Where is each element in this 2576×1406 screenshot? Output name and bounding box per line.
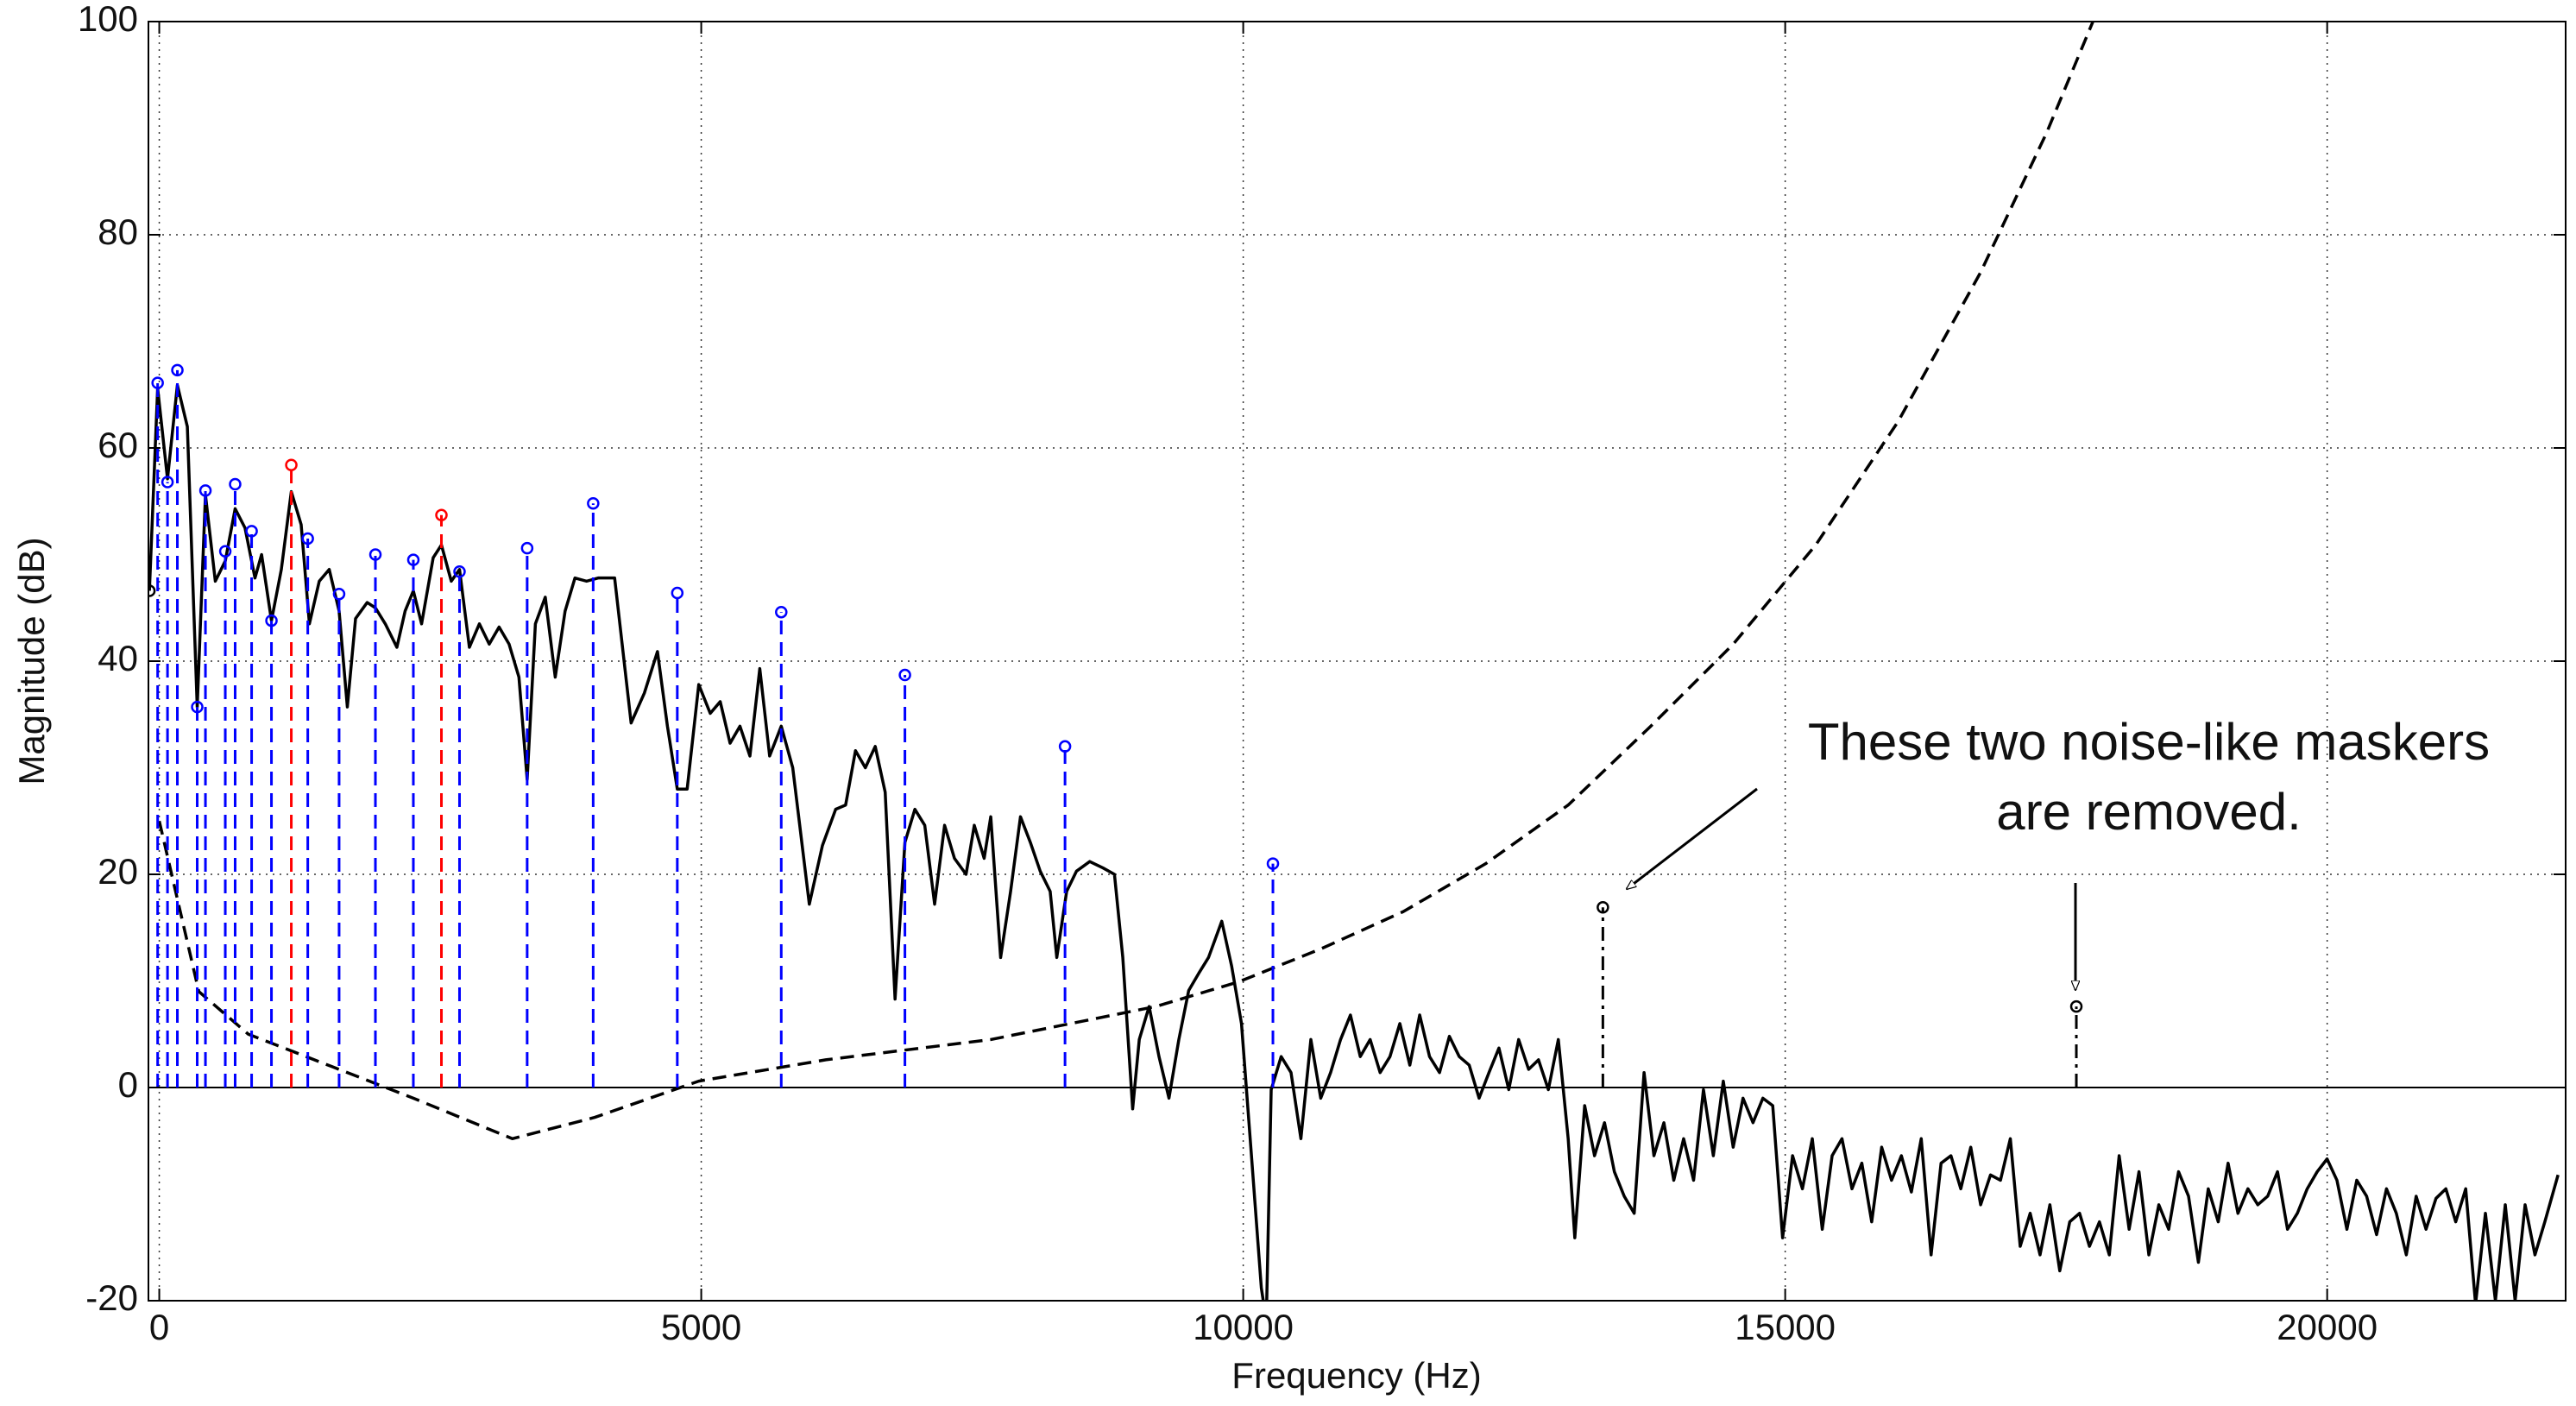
x-axis-label: Frequency (Hz) <box>1231 1355 1481 1396</box>
stem-marker <box>198 484 212 497</box>
x-tick-label: 10000 <box>1193 1307 1294 1347</box>
stem-marker <box>435 508 448 522</box>
y-tick-label: 0 <box>118 1064 138 1105</box>
series-line <box>157 22 2094 1141</box>
annotation: are removed. <box>1996 783 2302 841</box>
y-tick-label: 40 <box>98 638 138 678</box>
stem-marker <box>161 476 174 489</box>
stem-marker <box>265 614 278 627</box>
series-line <box>148 383 2560 1301</box>
stem-marker <box>587 496 600 510</box>
stem-marker <box>285 458 298 472</box>
stem-marker <box>301 532 314 545</box>
point-marker <box>148 584 156 597</box>
stem-marker <box>151 376 164 389</box>
stem-marker <box>453 565 466 578</box>
marks <box>148 22 2560 1301</box>
annotation: These two noise-like maskers <box>1808 713 2490 771</box>
stem-marker <box>229 477 242 491</box>
stem-marker <box>406 553 420 566</box>
stem-marker <box>218 545 232 558</box>
y-tick-label: 60 <box>98 425 138 465</box>
stem-marker <box>171 363 184 377</box>
y-axis-label: Magnitude (dB) <box>11 537 52 785</box>
stem-marker <box>191 700 204 714</box>
y-tick-label: 100 <box>78 0 138 39</box>
stem-marker <box>2069 999 2083 1013</box>
ticks: -20 0 20 40 60 80 100 0 5000 10000 15000 20000 <box>78 0 2566 1347</box>
stem-marker <box>775 605 788 619</box>
stem-marker <box>1058 740 1072 753</box>
stem-marker <box>1266 857 1280 870</box>
x-tick-label: 15000 <box>1735 1307 1836 1347</box>
stem-marker <box>332 587 346 601</box>
stem-marker <box>245 525 258 538</box>
x-tick-label: 0 <box>149 1307 169 1347</box>
stem-marker <box>1597 901 1609 914</box>
annotation-arrow <box>1627 787 1758 889</box>
stem-marker <box>671 586 684 600</box>
y-tick-label: 80 <box>98 211 138 252</box>
y-tick-label: 20 <box>98 851 138 892</box>
x-tick-label: 20000 <box>2277 1307 2378 1347</box>
stem-marker <box>368 548 382 561</box>
x-tick-label: 5000 <box>661 1307 741 1347</box>
stem-marker <box>520 541 534 555</box>
stem-marker <box>898 668 911 682</box>
y-tick-label: -20 <box>85 1277 138 1318</box>
